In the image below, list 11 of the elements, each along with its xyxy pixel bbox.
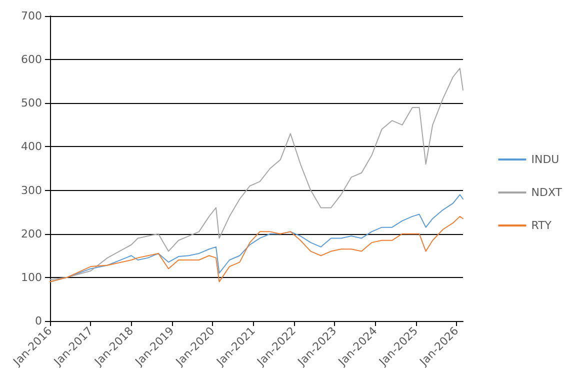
legend-label: NDXT [531, 186, 562, 199]
y-tick-label: 700 [21, 10, 42, 22]
legend-label: INDU [531, 153, 560, 166]
y-tick-label: 400 [21, 140, 42, 154]
y-tick-label: 200 [21, 227, 42, 240]
y-tick-label: 0 [35, 314, 42, 328]
y-tick-label: 300 [21, 184, 42, 197]
legend-label: RTY [531, 219, 552, 232]
y-tick-label: 500 [21, 96, 42, 110]
y-tick-label: 100 [21, 270, 42, 284]
y-tick-label: 600 [21, 53, 42, 66]
